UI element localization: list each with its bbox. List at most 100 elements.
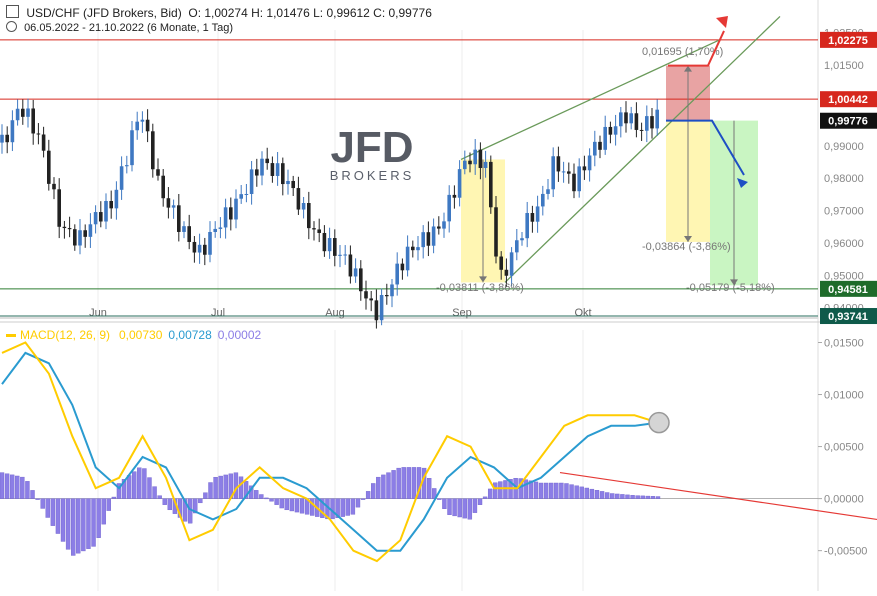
macd-histogram-bar bbox=[279, 498, 284, 509]
candle-up bbox=[535, 206, 540, 222]
logo-brokers: BROKERS bbox=[330, 168, 415, 183]
macd-histogram-bar bbox=[147, 477, 152, 499]
macd-histogram-bar bbox=[650, 496, 656, 499]
candle-up bbox=[208, 231, 212, 255]
candle-down bbox=[452, 194, 457, 198]
macd-legend-item: MACD(12, 26, 9) bbox=[20, 328, 110, 342]
macd-histogram-bar bbox=[9, 474, 15, 499]
macd-y-tick-label: 0,00000 bbox=[824, 494, 864, 506]
candle-up bbox=[88, 224, 93, 237]
macd-histogram-bar bbox=[203, 492, 208, 499]
candle-down bbox=[36, 133, 41, 135]
macd-legend-item: 0,00730 bbox=[119, 328, 163, 342]
candle-down bbox=[265, 158, 269, 164]
macd-histogram-bar bbox=[198, 498, 203, 504]
candle-up bbox=[114, 189, 119, 209]
macd-histogram-bar bbox=[604, 492, 610, 499]
macd-y-tick-label: 0,00500 bbox=[824, 442, 864, 454]
candle-up bbox=[457, 169, 462, 198]
macd-histogram-bar bbox=[121, 479, 127, 499]
macd-histogram-bar bbox=[284, 498, 289, 511]
macd-histogram-bar bbox=[482, 496, 488, 499]
candle-down bbox=[52, 183, 56, 190]
candle-up bbox=[405, 246, 410, 271]
candle-down bbox=[494, 207, 498, 257]
macd-histogram-bar bbox=[447, 498, 452, 515]
macd-histogram-bar bbox=[101, 498, 106, 525]
macd-histogram-bar bbox=[55, 498, 61, 534]
candle-down bbox=[5, 134, 9, 143]
chart-icon[interactable] bbox=[6, 5, 19, 18]
candle-up bbox=[327, 238, 332, 252]
measure-arrow-2-head bbox=[684, 235, 692, 242]
macd-histogram-bar bbox=[498, 481, 503, 499]
macd-histogram-bar bbox=[213, 476, 218, 499]
candle-up bbox=[473, 149, 477, 165]
candle-down bbox=[364, 291, 368, 299]
candle-up bbox=[421, 232, 425, 248]
candle-down bbox=[374, 300, 379, 321]
candle-up bbox=[395, 263, 399, 285]
macd-histogram-bar bbox=[401, 467, 406, 499]
macd-histogram-bar bbox=[589, 488, 595, 499]
channel-upper bbox=[460, 39, 721, 161]
measure-arrow-up-head bbox=[684, 65, 692, 72]
macd-end-marker bbox=[648, 411, 670, 434]
candle-down bbox=[489, 161, 493, 208]
candle-down bbox=[281, 163, 285, 185]
macd-histogram-bar bbox=[65, 498, 71, 550]
candle-down bbox=[21, 108, 25, 117]
candle-up bbox=[447, 194, 451, 222]
price-label-support: 0,94581 bbox=[828, 284, 868, 296]
macd-histogram-bar bbox=[182, 498, 188, 522]
macd-histogram-bar bbox=[599, 491, 605, 499]
macd-histogram-bar bbox=[167, 498, 173, 511]
macd-histogram-bar bbox=[655, 496, 661, 499]
candle-up bbox=[629, 113, 633, 124]
macd-histogram-bar bbox=[30, 490, 35, 499]
candle-down bbox=[369, 298, 373, 301]
macd-histogram-bar bbox=[594, 490, 600, 499]
candle-up bbox=[234, 198, 238, 220]
price-label-bg bbox=[820, 91, 877, 108]
candle-down bbox=[639, 129, 644, 131]
candle-down bbox=[151, 131, 155, 170]
candle-up bbox=[541, 193, 545, 207]
bullish-arrowhead bbox=[716, 16, 728, 28]
bullish-scenario-arrow bbox=[668, 30, 725, 67]
macd-histogram-bar bbox=[503, 480, 508, 499]
candle-up bbox=[515, 240, 519, 253]
macd-histogram-bar bbox=[457, 498, 462, 518]
macd-histogram-bar bbox=[533, 481, 539, 499]
macd-histogram-bar bbox=[574, 485, 579, 499]
macd-histogram-bar bbox=[91, 498, 96, 547]
macd-histogram-bar bbox=[81, 498, 86, 552]
macd-histogram-bar bbox=[376, 476, 381, 499]
macd-histogram-bar bbox=[635, 495, 640, 499]
macd-histogram-bar bbox=[620, 494, 625, 499]
candle-down bbox=[530, 213, 535, 222]
macd-histogram-bar bbox=[70, 498, 76, 556]
candle-up bbox=[483, 161, 488, 168]
candle-down bbox=[177, 205, 181, 232]
candle-down bbox=[499, 256, 503, 270]
macd-histogram-bar bbox=[116, 483, 122, 499]
macd-histogram-bar bbox=[630, 495, 635, 499]
x-tick-label: Jun bbox=[89, 307, 107, 319]
macd-histogram-bar bbox=[462, 498, 467, 519]
macd-histogram-bar bbox=[564, 483, 569, 499]
candle-down bbox=[203, 244, 207, 255]
divergence-line bbox=[559, 471, 877, 521]
macd-histogram-bar bbox=[25, 481, 30, 499]
macd-histogram-bar bbox=[579, 486, 584, 499]
macd-histogram-bar bbox=[162, 498, 167, 505]
macd-histogram-bar bbox=[493, 482, 498, 499]
macd-histogram-bar bbox=[442, 498, 447, 509]
measure-arrow-3-head bbox=[730, 279, 738, 286]
macd-histogram-bar bbox=[193, 498, 198, 514]
macd-histogram-bar bbox=[15, 475, 20, 499]
macd-histogram-bar bbox=[96, 498, 101, 538]
price-label-bg bbox=[820, 31, 877, 48]
macd-histogram-bar bbox=[543, 482, 549, 499]
